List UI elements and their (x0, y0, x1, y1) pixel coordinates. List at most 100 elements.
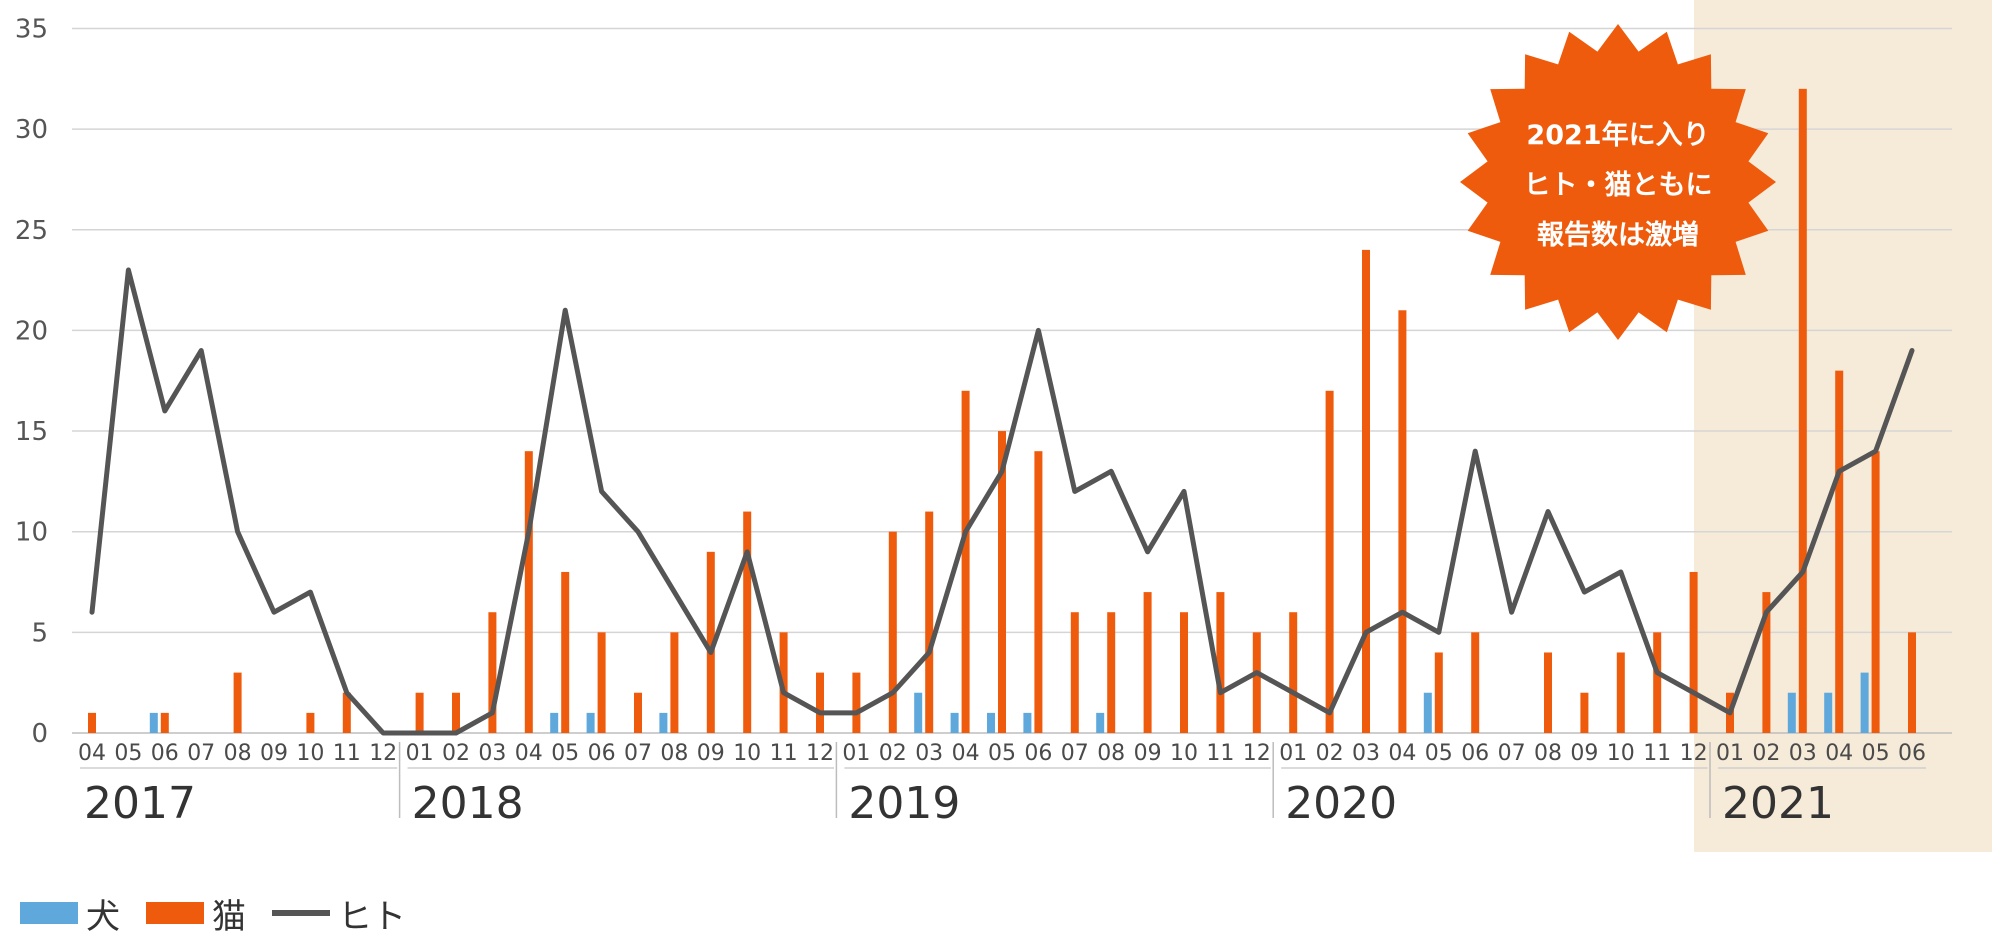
x-tick-label: 07 (1061, 741, 1089, 766)
x-tick-label: 10 (733, 741, 761, 766)
x-tick-label: 04 (515, 741, 543, 766)
x-tick-label: 09 (697, 741, 725, 766)
x-tick-label: 02 (442, 741, 470, 766)
bar-cat (1034, 451, 1043, 733)
bar-cat (1580, 692, 1589, 733)
bar-cat (1180, 612, 1188, 733)
bar-cat (961, 390, 970, 733)
y-tick-label: 15 (15, 417, 48, 447)
y-tick-label: 30 (15, 115, 48, 145)
x-tick-label: 02 (1316, 741, 1344, 766)
bar-cat (1434, 652, 1443, 733)
x-tick-label: 06 (1024, 741, 1052, 766)
bar-cat (1835, 370, 1844, 733)
bar-cat (1616, 652, 1625, 733)
x-tick-label: 11 (770, 741, 798, 766)
y-tick-label: 20 (15, 316, 48, 346)
y-tick-label: 0 (31, 719, 48, 749)
bar-cat (852, 672, 861, 733)
y-tick-label: 35 (15, 14, 48, 44)
bar-cat (743, 511, 752, 733)
legend-label-cat: 猫 (212, 896, 246, 937)
bar-cat (1689, 571, 1698, 733)
x-tick-label: 02 (1752, 741, 1780, 766)
bar-dog (149, 712, 158, 733)
x-tick-label: 12 (1680, 741, 1708, 766)
bar-cat (342, 692, 351, 733)
x-tick-label: 11 (1643, 741, 1671, 766)
x-tick-label: 11 (333, 741, 361, 766)
bar-cat (1398, 310, 1407, 733)
y-axis: 0 5 10 15 20 25 30 35 (15, 14, 48, 749)
bar-dog (1860, 672, 1869, 733)
bar-cat (1325, 390, 1334, 733)
x-tick-label: 05 (1425, 741, 1453, 766)
x-tick-label: 04 (952, 741, 980, 766)
legend-label-dog: 犬 (86, 896, 120, 937)
bar-cat (1289, 612, 1298, 733)
x-tick-label: 05 (988, 741, 1016, 766)
x-tick-label: 11 (1206, 741, 1234, 766)
bar-cat (415, 692, 424, 733)
year-label: 2017 (84, 778, 196, 829)
bar-dog (950, 712, 959, 733)
x-tick-label: 02 (879, 741, 907, 766)
x-tick-label: 12 (806, 741, 834, 766)
x-tick-label: 10 (1170, 741, 1198, 766)
x-tick-label: 12 (369, 741, 397, 766)
bar-cat (816, 672, 824, 733)
x-tick-label: 03 (478, 741, 506, 766)
bar-cat (779, 632, 788, 733)
bar-cat (1107, 612, 1116, 733)
x-tick-label: 01 (842, 741, 870, 766)
legend-item-dog: 犬 (20, 889, 120, 938)
bar-cat (670, 632, 679, 733)
x-tick-label: 09 (1570, 741, 1598, 766)
x-tick-label: 01 (1279, 741, 1307, 766)
x-tick-label: 08 (1097, 741, 1125, 766)
x-tick-label: 09 (1134, 741, 1162, 766)
bar-dog (586, 712, 595, 733)
x-tick-label: 05 (1862, 741, 1890, 766)
line-human (89, 267, 1915, 736)
x-tick-label: 04 (1825, 741, 1853, 766)
x-tick-label: 03 (1352, 741, 1380, 766)
bar-cat (1908, 632, 1916, 733)
annotation-line-1: 2021年に入り (1526, 119, 1709, 151)
bar-cat (488, 612, 497, 733)
bar-cat (998, 431, 1006, 733)
annotation-line-2: ヒト・猫ともに (1524, 170, 1713, 201)
y-tick-label: 5 (31, 618, 48, 648)
x-axis: 04 05 06 07 08 09 10 11 12 01 02 03 04 05 06 07 08 09 10 11… (78, 741, 1926, 829)
year-label: 2020 (1285, 778, 1397, 829)
human-line-series (89, 267, 1915, 736)
bar-cat (888, 531, 897, 733)
x-tick-label: 10 (1607, 741, 1635, 766)
x-tick-label: 07 (624, 741, 652, 766)
bar-dog (550, 712, 559, 733)
bar-cat (634, 692, 642, 733)
x-tick-label: 07 (187, 741, 215, 766)
x-tick-label: 06 (588, 741, 616, 766)
bar-cat (524, 451, 533, 733)
bar-cat (1871, 451, 1880, 733)
x-tick-label: 06 (1461, 741, 1489, 766)
x-tick-label: 06 (151, 741, 179, 766)
bar-cat (925, 511, 934, 733)
bar-cat (1143, 592, 1152, 733)
bar-cat (233, 672, 242, 733)
legend-swatch-human (272, 910, 330, 916)
x-tick-label: 12 (1243, 741, 1271, 766)
bar-cat (452, 692, 460, 733)
bar-cat (1252, 632, 1261, 733)
bar-dog (987, 712, 995, 733)
bar-dog (659, 712, 668, 733)
x-tick-label: 08 (1534, 741, 1562, 766)
legend-item-cat: 猫 (146, 889, 246, 938)
year-label: 2019 (848, 778, 960, 829)
y-tick-label: 25 (15, 216, 48, 246)
annotation-starburst (1460, 24, 1776, 340)
x-tick-label: 07 (1498, 741, 1526, 766)
legend-swatch-dog (20, 902, 78, 924)
